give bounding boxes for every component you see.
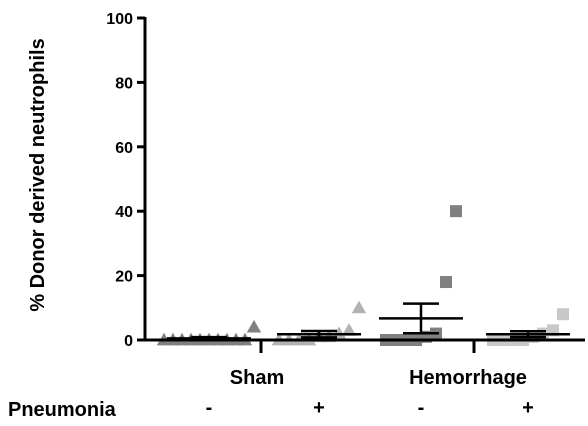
- data-point: [450, 205, 462, 218]
- group-label-hemorrhage: Hemorrhage: [409, 367, 527, 389]
- y-axis: 0 20 40 60 80 100: [106, 11, 145, 350]
- group-label-sham: Sham: [230, 367, 284, 389]
- pneumonia-sign-sham-pos: +: [313, 397, 325, 419]
- y-tick-label-80: 80: [115, 75, 133, 92]
- y-tick-label-20: 20: [115, 269, 133, 286]
- pneumonia-sign-sham-neg: -: [206, 397, 213, 419]
- data-point: [351, 300, 367, 314]
- data-point: [341, 323, 357, 336]
- y-axis-label: % Donor derived neutrophils: [27, 38, 49, 311]
- data-point: [440, 276, 452, 289]
- data-points: [156, 205, 569, 346]
- data-point: [557, 308, 569, 321]
- y-tick-label-60: 60: [115, 140, 133, 157]
- pneumonia-sign-hemorrhage-pos: +: [522, 397, 534, 419]
- y-tick-label-40: 40: [115, 204, 133, 221]
- y-tick-label-0: 0: [124, 333, 133, 350]
- data-point: [246, 319, 262, 333]
- y-tick-label-100: 100: [106, 11, 133, 28]
- data-point: [331, 326, 347, 339]
- axes: [143, 17, 585, 353]
- pneumonia-sign-hemorrhage-neg: -: [418, 397, 425, 419]
- pneumonia-row-label: Pneumonia: [8, 399, 117, 421]
